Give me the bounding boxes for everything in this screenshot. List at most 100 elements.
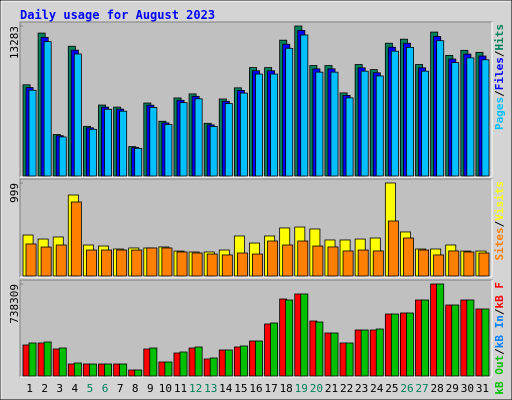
bar	[255, 340, 263, 377]
legend: Pages/Files/Hits	[493, 24, 506, 130]
legend-separator: /	[493, 220, 506, 227]
bar	[342, 250, 354, 277]
bar	[179, 351, 188, 377]
bar	[285, 47, 294, 177]
legend-entry: Visits	[493, 181, 506, 221]
bar	[436, 40, 445, 177]
bar	[315, 71, 324, 177]
bar	[104, 108, 112, 177]
legend: kB Out/kB In/kB F	[493, 282, 506, 395]
x-tick-label: 1	[26, 382, 33, 395]
bar	[466, 57, 475, 177]
bar	[131, 249, 143, 277]
legend-separator: /	[493, 90, 506, 97]
bar	[375, 75, 384, 177]
x-tick-label: 6	[102, 382, 109, 395]
legend-entry: Files	[493, 57, 506, 90]
bar	[481, 308, 490, 377]
legend-entry: Pages	[493, 97, 506, 130]
bar	[297, 240, 309, 277]
bar	[209, 357, 218, 377]
x-tick-label: 7	[117, 382, 124, 395]
bar	[448, 250, 460, 277]
x-tick-label: 25	[385, 382, 398, 395]
bar	[236, 252, 248, 277]
bar	[451, 304, 460, 377]
legend-entry: kB F	[493, 282, 506, 309]
bar	[312, 245, 324, 277]
bar	[149, 107, 158, 177]
x-tick-label: 24	[370, 382, 384, 395]
bar	[43, 41, 52, 177]
x-tick-label: 8	[132, 382, 139, 395]
bar	[418, 249, 430, 277]
bar	[146, 247, 158, 277]
bar	[433, 254, 445, 277]
x-tick-label: 10	[159, 382, 172, 395]
legend-entry: kB In	[493, 315, 506, 348]
legend-separator: /	[493, 50, 506, 57]
bar	[221, 254, 233, 277]
bar	[360, 329, 369, 377]
x-tick-label: 9	[147, 382, 154, 395]
bar	[267, 240, 279, 277]
bar	[466, 299, 475, 377]
x-tick-label: 30	[461, 382, 474, 395]
bar	[119, 110, 128, 177]
x-tick-label: 5	[87, 382, 94, 395]
x-tick-label: 14	[219, 382, 233, 395]
bar	[327, 246, 339, 277]
x-tick-label: 20	[310, 382, 323, 395]
bar	[421, 299, 430, 377]
bar	[478, 252, 490, 277]
x-tick-label: 27	[415, 382, 428, 395]
bar	[55, 244, 67, 277]
bar	[194, 346, 203, 377]
legend-entry: Hits	[493, 24, 506, 51]
bar	[119, 363, 128, 377]
bar	[116, 249, 128, 277]
bar	[176, 251, 188, 277]
x-tick-label: 22	[340, 382, 353, 395]
bar	[403, 237, 414, 277]
x-tick-label: 17	[264, 382, 277, 395]
x-tick-label: 3	[56, 382, 63, 395]
bar	[194, 98, 203, 177]
bar	[88, 363, 97, 377]
bar	[390, 313, 399, 377]
bar	[300, 34, 309, 177]
bar	[149, 347, 158, 377]
bar	[104, 363, 112, 377]
bar	[134, 147, 143, 177]
bar	[161, 247, 173, 277]
x-tick-label: 31	[476, 382, 489, 395]
bar	[330, 332, 339, 377]
legend-separator: /	[493, 308, 506, 315]
bar	[28, 89, 37, 177]
bar	[282, 244, 294, 277]
bar	[270, 322, 279, 377]
bar	[330, 71, 339, 177]
bar	[164, 124, 173, 177]
bar	[28, 342, 37, 377]
bar	[252, 253, 263, 277]
bar	[406, 312, 414, 377]
legend-entry: kB Out	[493, 355, 506, 395]
x-tick-label: 21	[325, 382, 338, 395]
bar	[73, 53, 82, 177]
bar	[239, 345, 248, 377]
bar	[58, 347, 67, 377]
bar	[481, 59, 490, 177]
bar	[239, 92, 248, 177]
bar	[315, 321, 324, 377]
bar	[209, 126, 218, 177]
x-tick-label: 16	[249, 382, 262, 395]
bar	[70, 201, 82, 277]
x-tick-label: 4	[72, 382, 79, 395]
x-tick-label: 18	[280, 382, 293, 395]
bar	[421, 70, 430, 177]
legend-entry: Sites	[493, 227, 506, 260]
bar	[300, 293, 309, 377]
bar	[25, 243, 37, 277]
